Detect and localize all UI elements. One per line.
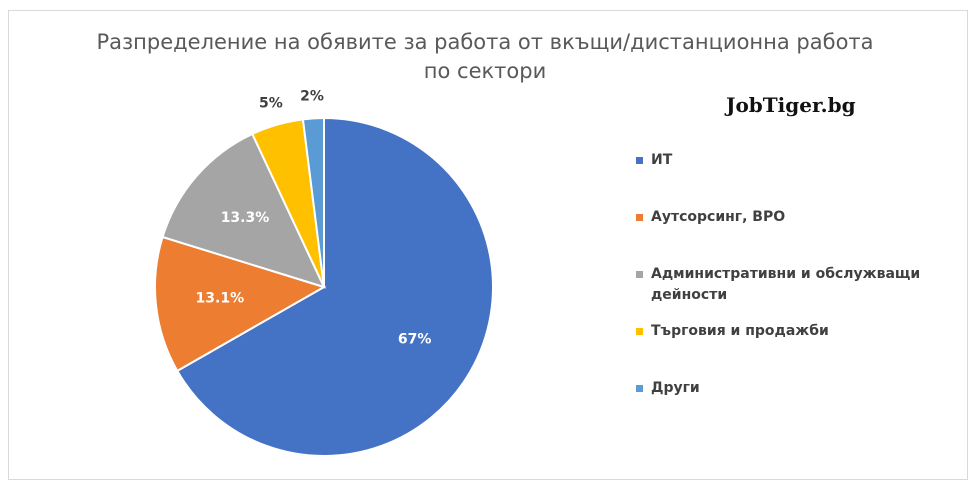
legend-swatch-5 [636,385,643,392]
legend-label-1: ИТ [651,152,673,168]
pie-slice-2 [154,235,327,373]
pie-data-label-2: 13.1% [196,290,245,306]
pie-data-label-5: 2% [300,88,324,104]
legend-swatch-3 [636,271,643,278]
pie-data-label-4: 5% [259,96,283,112]
pie-slices [154,116,494,457]
legend-swatch-1 [636,157,643,164]
pie-data-labels: 67% 13.1% 13.3% 5% 2% [196,88,432,347]
legend-label-3: Административни и обслужващи дейности [651,266,921,303]
legend-item-1: ИТ [636,150,946,171]
pie-data-label-1: 67% [398,332,432,348]
legend-swatch-2 [636,214,643,221]
pie-slice-3 [161,132,326,289]
legend-label-4: Търговия и продажби [651,323,829,339]
jobtiger-logo-text: JobTiger.bg [726,93,856,117]
legend-label-5: Други [651,380,700,396]
pie-slice-5 [301,116,325,288]
chart-title-line-2: по сектори [423,59,547,83]
legend-swatch-4 [636,328,643,335]
legend-item-5: Други [636,378,946,399]
legend-item-4: Търговия и продажби [636,321,946,342]
pie-data-label-3: 13.3% [221,210,270,226]
pie-slice-1 [175,116,494,457]
chart-title-line-1: Разпределение на обявите за работа от вк… [96,30,874,54]
legend-label-2: Аутсорсинг, BPO [651,209,786,225]
legend-item-2: Аутсорсинг, BPO [636,207,946,228]
chart-title: Разпределение на обявите за работа от вк… [90,28,880,86]
legend-item-3: Административни и обслужващи дейности [636,264,946,306]
